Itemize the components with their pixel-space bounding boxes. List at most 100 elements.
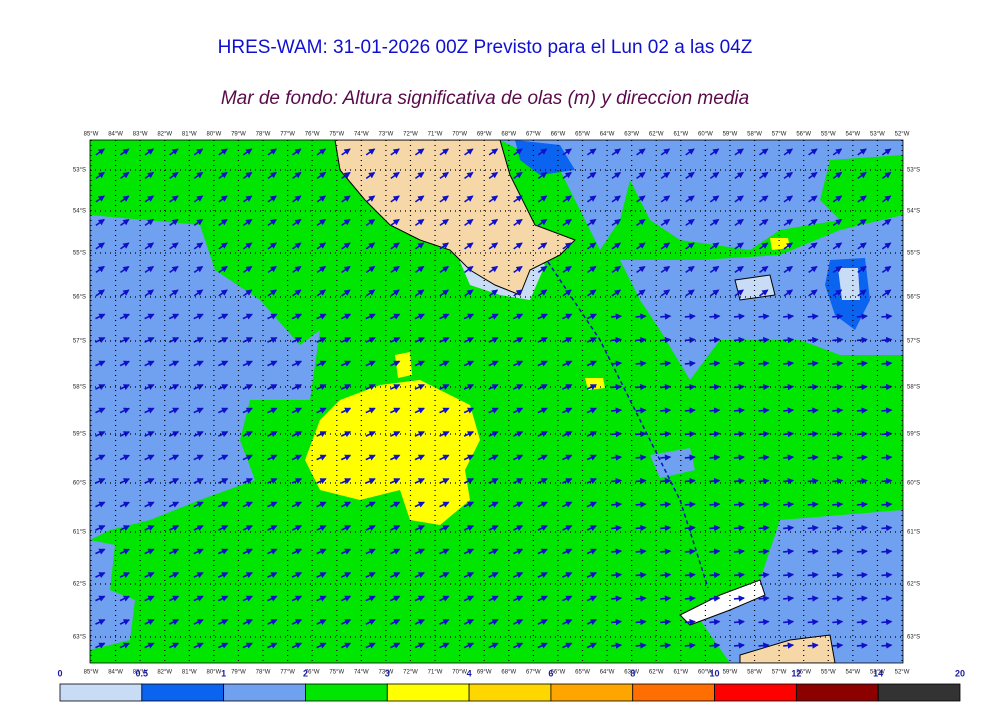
lon-label: 77°W (280, 670, 295, 676)
lon-label: 74°W (354, 670, 369, 676)
wave-arrow (218, 289, 228, 297)
wave-arrow (242, 313, 253, 320)
wave-arrow (414, 642, 425, 649)
wave-arrow (95, 595, 106, 602)
wave-arrow (537, 313, 548, 320)
wave-arrow (341, 242, 351, 250)
wave-arrow (832, 313, 844, 320)
wave-arrow (144, 148, 155, 156)
wave-arrow (857, 195, 867, 203)
wave-arrow (390, 572, 401, 579)
wave-arrow (316, 595, 327, 602)
wave-arrow (586, 289, 597, 297)
wave-arrow (562, 595, 573, 602)
wave-arrow (120, 289, 130, 297)
wave-arrow (144, 360, 155, 367)
wave-arrow (488, 171, 499, 180)
wave-arrow (340, 572, 352, 579)
lon-label: 59°W (723, 670, 738, 676)
wave-arrow (856, 548, 868, 555)
wave-arrow (488, 384, 499, 391)
wave-arrow (783, 360, 795, 367)
wave-arrow (439, 313, 450, 320)
wave-arrow (562, 619, 573, 626)
wave-arrow (586, 218, 597, 227)
wave-arrow (95, 289, 105, 297)
wave-arrow (856, 477, 868, 485)
wave-arrow (267, 337, 278, 344)
colorbar-label: 6 (548, 668, 553, 678)
wave-arrow (463, 454, 475, 461)
wave-arrow (611, 501, 623, 508)
wave-arrow (414, 454, 425, 461)
lat-label: 56°S (73, 295, 86, 301)
wave-arrow (586, 407, 598, 414)
wave-arrow (316, 313, 327, 320)
wave-arrow (586, 360, 598, 367)
lon-label: 60°W (698, 132, 713, 138)
wave-arrow (709, 289, 720, 297)
wave-arrow (95, 619, 106, 626)
wave-arrow (242, 619, 253, 626)
wave-arrow (120, 171, 130, 180)
wave-arrow (758, 454, 770, 461)
lat-label: 63°S (907, 635, 920, 641)
wave-arrow (316, 242, 327, 250)
wave-arrow (340, 478, 352, 485)
wave-arrow (95, 265, 105, 274)
wave-arrow (734, 242, 744, 250)
wave-arrow (414, 313, 425, 320)
wave-arrow (168, 360, 180, 367)
wave-arrow (218, 619, 229, 626)
wave-arrow (414, 265, 425, 274)
wave-arrow (95, 478, 106, 485)
wave-arrow (439, 384, 450, 391)
lon-label: 57°W (772, 132, 787, 138)
wave-arrow (218, 407, 229, 414)
wave-arrow (512, 572, 524, 579)
lat-label: 54°S (73, 209, 86, 215)
lon-label: 65°W (575, 132, 590, 138)
lon-label: 83°W (133, 670, 148, 676)
wave-arrow (783, 313, 795, 320)
wave-arrow (881, 171, 892, 180)
wave-arrow (169, 148, 179, 156)
wave-arrow (685, 148, 695, 156)
wave-arrow (635, 524, 647, 532)
wave-arrow (95, 407, 106, 414)
wave-arrow (586, 478, 598, 485)
wave-arrow (733, 336, 746, 344)
wave-arrow (390, 431, 401, 438)
wave-arrow (218, 548, 229, 555)
wave-arrow (881, 360, 893, 367)
wave-arrow (586, 525, 598, 532)
wave-arrow (414, 218, 425, 227)
wave-arrow (881, 477, 893, 485)
wave-arrow (907, 267, 915, 273)
wave-arrow (636, 218, 646, 227)
lat-label: 63°S (73, 635, 86, 641)
wave-arrow (95, 218, 105, 227)
wave-arrow (684, 501, 696, 508)
wave-arrow (734, 148, 744, 156)
wave-arrow (684, 642, 696, 649)
wave-arrow (414, 619, 425, 626)
wave-arrow (783, 195, 794, 203)
wave-arrow (193, 265, 204, 274)
wave-arrow (144, 313, 155, 320)
wave-arrow (783, 265, 794, 274)
wave-arrow (340, 501, 352, 508)
wave-arrow (586, 265, 597, 274)
wave-arrow (636, 171, 646, 180)
wave-arrow (242, 642, 253, 649)
wave-arrow (733, 548, 746, 555)
colorbar-box (468, 683, 552, 702)
wave-arrow (218, 195, 228, 203)
wave-arrow (390, 501, 401, 508)
wave-arrow (168, 572, 180, 579)
wave-arrow (660, 242, 671, 250)
lat-label: 54°S (907, 209, 920, 215)
wave-arrow (242, 407, 253, 414)
wave-arrow (291, 619, 303, 626)
wave-arrow (783, 242, 794, 250)
